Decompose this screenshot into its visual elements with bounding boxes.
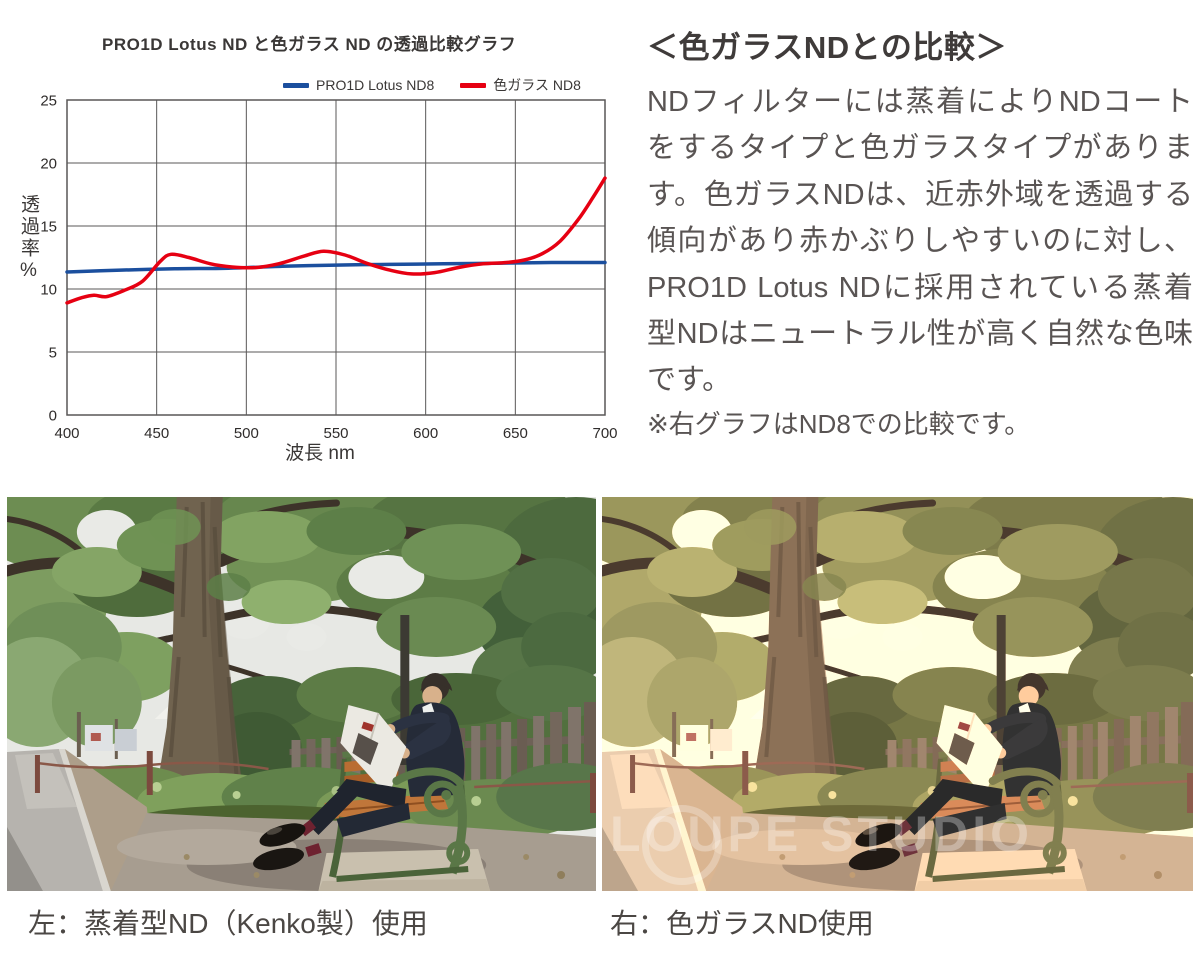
description-note: ※右グラフはND8での比較です。 <box>647 408 1031 439</box>
chart-title: PRO1D Lotus ND と色ガラス ND の透過比較グラフ <box>102 35 517 54</box>
svg-text:10: 10 <box>40 282 57 299</box>
photo-left-vapor-nd <box>7 497 596 891</box>
transmission-chart: 0 5 10 15 20 25 400 450 500 550 600 650 700 <box>40 93 617 443</box>
svg-text:5: 5 <box>49 345 57 362</box>
description-block: ＜色ガラスNDとの比較＞ NDフィルターには蒸着によりNDコートをするタイプと色… <box>647 22 1193 443</box>
svg-text:20: 20 <box>40 156 57 173</box>
svg-text:700: 700 <box>592 425 617 442</box>
chart-legend: PRO1D Lotus ND8 色ガラス ND8 <box>283 76 603 94</box>
photo-right-color-glass-nd: LOUPE STUDIO <box>602 497 1193 891</box>
legend-label-colorglass: 色ガラス ND8 <box>493 77 581 93</box>
park-scene-neutral <box>7 497 596 891</box>
loupe-watermark-icon <box>642 805 722 885</box>
svg-text:650: 650 <box>503 425 528 442</box>
x-axis-label: 波長 nm <box>285 443 355 464</box>
description-body: NDフィルターには蒸着によりNDコートをするタイプと色ガラスタイプがあります。色… <box>647 86 1193 397</box>
svg-text:400: 400 <box>54 425 79 442</box>
svg-text:15: 15 <box>40 219 57 236</box>
legend-item-pro1d: PRO1D Lotus ND8 <box>283 77 434 93</box>
caption-left: 左：蒸着型ND（Kenko製）使用 <box>28 908 428 939</box>
legend-swatch-red <box>460 82 487 88</box>
legend-item-colorglass: 色ガラス ND8 <box>460 75 581 95</box>
svg-text:500: 500 <box>234 425 259 442</box>
legend-swatch-blue <box>283 82 309 88</box>
legend-label-pro1d: PRO1D Lotus ND8 <box>316 77 435 93</box>
svg-text:600: 600 <box>413 425 438 442</box>
y-axis-label: 透過率% <box>18 194 39 284</box>
svg-text:25: 25 <box>40 93 57 110</box>
caption-right: 右：色ガラスND使用 <box>610 908 874 939</box>
svg-text:0: 0 <box>49 408 57 425</box>
svg-text:550: 550 <box>323 425 348 442</box>
svg-text:450: 450 <box>144 425 169 442</box>
description-heading: ＜色ガラスNDとの比較＞ <box>647 30 1007 65</box>
